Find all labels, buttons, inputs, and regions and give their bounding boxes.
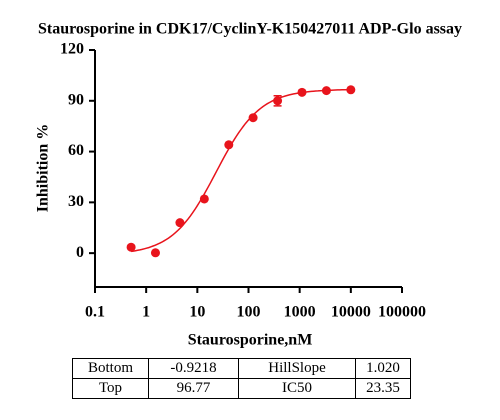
table-cell: IC50 <box>238 378 356 399</box>
x-tick-label: 100000 <box>378 304 426 321</box>
y-tick-label: 120 <box>60 41 84 58</box>
x-tick-label: 10000 <box>331 304 371 321</box>
table-cell: -0.9218 <box>148 358 239 379</box>
x-tick-label: 10 <box>189 304 205 321</box>
y-tick-label: 90 <box>68 91 84 108</box>
data-point <box>199 194 209 204</box>
data-point <box>150 248 160 258</box>
table-cell: 96.77 <box>148 378 239 399</box>
chart-title: Staurosporine in CDK17/CyclinY-K15042701… <box>38 21 462 38</box>
x-tick-label: 100 <box>237 304 261 321</box>
table-row: Bottom -0.9218 HillSlope 1.020 <box>72 358 411 379</box>
data-point <box>273 96 283 106</box>
table-cell: HillSlope <box>238 358 356 379</box>
data-point <box>175 218 185 228</box>
x-tick-label: 1 <box>142 304 150 321</box>
x-tick-label: 1000 <box>284 304 316 321</box>
table-cell: 23.35 <box>355 378 411 399</box>
table-cell: Top <box>72 378 149 399</box>
data-point <box>126 242 136 252</box>
x-axis-label: Staurosporine,nM <box>188 332 313 349</box>
fit-curve <box>130 88 351 253</box>
y-tick-label: 0 <box>76 244 84 261</box>
y-axis-label: Inhibition % <box>35 124 52 212</box>
table-cell: 1.020 <box>355 358 411 379</box>
data-point <box>346 85 356 95</box>
data-point <box>248 113 258 123</box>
data-point <box>321 86 331 96</box>
y-tick-label: 30 <box>68 193 84 210</box>
table-cell: Bottom <box>72 358 149 379</box>
data-point <box>297 87 307 97</box>
fit-table: Bottom -0.9218 HillSlope 1.020 Top 96.77… <box>72 358 411 399</box>
data-point <box>224 140 234 150</box>
x-tick-label: 0.1 <box>85 304 105 321</box>
y-tick-label: 60 <box>68 142 84 159</box>
table-row: Top 96.77 IC50 23.35 <box>72 378 411 399</box>
